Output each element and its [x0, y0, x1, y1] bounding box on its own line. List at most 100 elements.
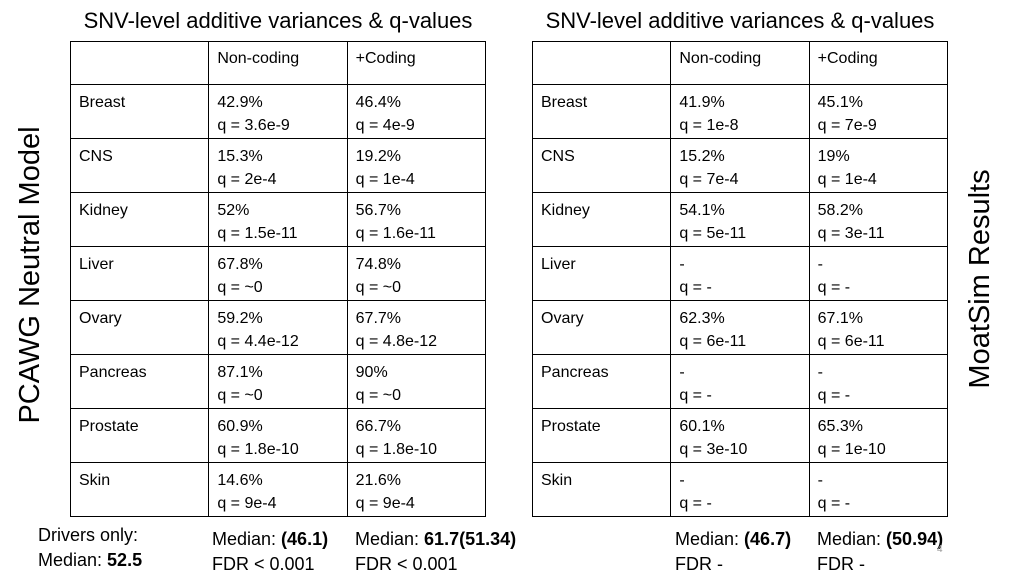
q-value: q = 1.8e-10	[217, 441, 299, 458]
variance-value: 59.2%	[217, 310, 263, 327]
header-cell-coding: +Coding	[346, 41, 487, 85]
median-value: 61.7(51.34)	[424, 529, 517, 549]
coding-cell: 67.1% q = 6e-11	[808, 300, 949, 355]
tissue-cell: CNS	[69, 138, 210, 193]
tissue-cell: Prostate	[531, 408, 672, 463]
tissue-cell: Breast	[69, 84, 210, 139]
fdr-line: FDR -	[675, 554, 723, 574]
median-value: 52.5	[107, 550, 143, 570]
tissue-label: Liver	[541, 256, 576, 273]
slide-number: 4	[937, 544, 943, 555]
tissue-cell: Kidney	[69, 192, 210, 247]
coding-cell: - q = -	[808, 462, 949, 517]
noncoding-cell: - q = -	[670, 462, 810, 517]
right-coding-summary: Median: (50.94) FDR -	[817, 527, 943, 577]
noncoding-cell: 87.1% q = ~0	[208, 354, 348, 409]
coding-cell: 66.7% q = 1.8e-10	[346, 408, 487, 463]
table-row: Pancreas - q = - - q = -	[531, 354, 949, 409]
tissue-label: Kidney	[79, 202, 128, 219]
right-side-label: MoatSim Results	[964, 169, 996, 389]
q-value: q = -	[817, 387, 851, 404]
variance-value: 46.4%	[355, 94, 402, 111]
tissue-cell: Prostate	[69, 408, 210, 463]
tissue-cell: Ovary	[531, 300, 672, 355]
q-value: q = 9e-4	[217, 495, 277, 512]
variance-value: 66.7%	[355, 418, 402, 435]
q-value: q = 5e-11	[679, 225, 747, 242]
tissue-label: Breast	[79, 94, 126, 111]
drivers-only-label: Drivers only:	[38, 525, 139, 545]
median-value: (46.1)	[281, 529, 329, 549]
variance-value: 58.2%	[817, 202, 864, 219]
table-row: Liver 67.8% q = ~0 74.8% q = ~0	[69, 246, 487, 301]
fdr-line: FDR < 0.001	[355, 554, 458, 574]
median-line: Median: (50.94)	[817, 527, 943, 552]
variance-value: 52%	[217, 202, 250, 219]
table-row: Ovary 59.2% q = 4.4e-12 67.7% q = 4.8e-12	[69, 300, 487, 355]
tissue-label: Kidney	[541, 202, 590, 219]
tissue-cell: Skin	[531, 462, 672, 517]
variance-value: 67.7%	[355, 310, 402, 327]
variance-value: -	[817, 364, 823, 381]
noncoding-cell: - q = -	[670, 246, 810, 301]
coding-cell: 45.1% q = 7e-9	[808, 84, 949, 139]
left-side-label: PCAWG Neutral Model	[14, 126, 46, 424]
table-row: Kidney 52% q = 1.5e-11 56.7% q = 1.6e-11	[69, 192, 487, 247]
variance-value: 45.1%	[817, 94, 864, 111]
median-line: Median: (46.1)	[212, 527, 328, 552]
q-value: q = 9e-4	[355, 495, 415, 512]
table-row: Breast 41.9% q = 1e-8 45.1% q = 7e-9	[531, 84, 949, 139]
q-value: q = ~0	[217, 279, 263, 296]
q-value: q = 2e-4	[217, 171, 277, 188]
variance-value: 21.6%	[355, 472, 402, 489]
median-prefix: Median:	[38, 550, 108, 570]
noncoding-cell: 15.3% q = 2e-4	[208, 138, 348, 193]
table-row: CNS 15.3% q = 2e-4 19.2% q = 1e-4	[69, 138, 487, 193]
variance-value: 14.6%	[217, 472, 263, 489]
coding-cell: 21.6% q = 9e-4	[346, 462, 487, 517]
median-prefix: Median:	[212, 529, 282, 549]
q-value: q = 1e-4	[355, 171, 415, 188]
tissue-cell: Pancreas	[69, 354, 210, 409]
q-value: q = -	[679, 279, 712, 296]
table-row: Prostate 60.9% q = 1.8e-10 66.7% q = 1.8e-10	[69, 408, 487, 463]
drivers-only-median: Median: 52.5	[38, 548, 142, 573]
q-value: q = -	[679, 495, 712, 512]
noncoding-cell: 41.9% q = 1e-8	[670, 84, 810, 139]
variance-value: 67.1%	[817, 310, 864, 327]
tissue-label: Pancreas	[541, 364, 609, 381]
noncoding-cell: - q = -	[670, 354, 810, 409]
table-row: Breast 42.9% q = 3.6e-9 46.4% q = 4e-9	[69, 84, 487, 139]
q-value: q = -	[817, 495, 851, 512]
q-value: q = 1.5e-11	[217, 225, 298, 242]
coding-cell: - q = -	[808, 354, 949, 409]
tissue-label: Breast	[541, 94, 588, 111]
q-value: q = 6e-11	[679, 333, 747, 350]
header-cell-coding: +Coding	[808, 41, 949, 85]
tissue-label: CNS	[541, 148, 575, 165]
variance-value: -	[679, 472, 685, 489]
q-value: q = ~0	[355, 279, 402, 296]
variance-value: 60.9%	[217, 418, 263, 435]
tissue-label: Liver	[79, 256, 114, 273]
header-cell-noncoding: Non-coding	[670, 41, 810, 85]
coding-cell: 90% q = ~0	[346, 354, 487, 409]
variance-value: 41.9%	[679, 94, 725, 111]
tissue-label: Prostate	[79, 418, 139, 435]
variance-value: 74.8%	[355, 256, 402, 273]
tissue-label: Ovary	[79, 310, 122, 327]
variance-value: 67.8%	[217, 256, 263, 273]
q-value: q = 1e-10	[817, 441, 886, 458]
noncoding-cell: 52% q = 1.5e-11	[208, 192, 348, 247]
q-value: q = 6e-11	[817, 333, 885, 350]
table-row: Liver - q = - - q = -	[531, 246, 949, 301]
median-prefix: Median:	[675, 529, 745, 549]
left-table-title: SNV-level additive variances & q-values	[83, 8, 473, 33]
variance-value: 90%	[355, 364, 388, 381]
left-coding-summary: Median: 61.7(51.34) FDR < 0.001	[355, 527, 516, 577]
pcawg-variance-table: Non-coding +Coding Breast 42.9% q = 3.6e-9…	[69, 41, 487, 517]
tissue-label: Ovary	[541, 310, 584, 327]
median-line: Median: (46.7)	[675, 527, 791, 552]
coding-cell: 19% q = 1e-4	[808, 138, 949, 193]
q-value: q = -	[679, 387, 712, 404]
